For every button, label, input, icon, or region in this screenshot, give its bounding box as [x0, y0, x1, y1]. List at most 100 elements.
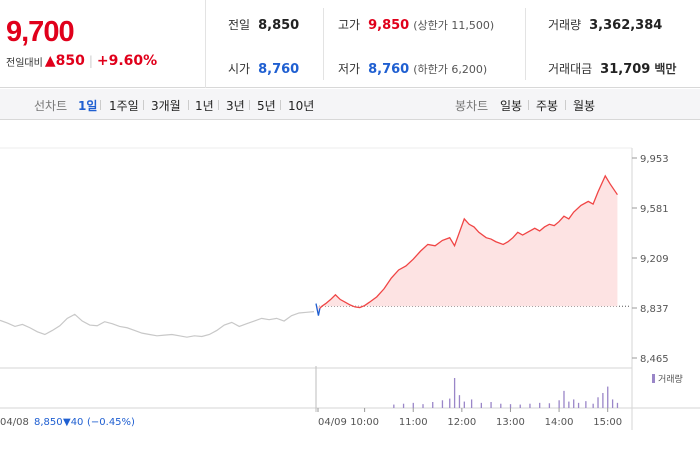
price-box: 9,700 전일대비 ▲ 850 | +9.60% [0, 0, 206, 88]
x-axis: 04/09 10:00 11:00 12:00 13:00 14:00 15:00 04/08… [0, 408, 622, 428]
lower-limit: (하한가 6,200) [413, 63, 488, 76]
volume-bar [585, 401, 587, 408]
period-1y[interactable]: 1년 [195, 99, 214, 113]
volume-bar [573, 399, 575, 408]
y-tick-label: 9,581 [640, 204, 669, 215]
x-tick-label: 10:00 [350, 417, 379, 428]
y-tick-label: 8,465 [640, 354, 669, 365]
high-cell: 고가 9,850 (상한가 11,500) [338, 16, 494, 33]
divider [100, 100, 101, 110]
change-percent: +9.60% [96, 53, 158, 69]
volume-bar [519, 404, 521, 408]
period-1w[interactable]: 1주일 [109, 99, 139, 113]
today-dip-line [315, 303, 321, 316]
chart-toolbar: 선차트 1일 1주일 3개월 1년 3년 5년 10년 봉차트 일봉 주봉 월봉 [0, 89, 700, 120]
high-value: 9,850 [368, 18, 410, 33]
line-chart-label: 선차트 [34, 99, 68, 113]
candle-monthly[interactable]: 월봉 [573, 99, 596, 113]
amount-cell: 거래대금 31,709 백만 [548, 60, 676, 77]
volume-bar [563, 390, 565, 408]
volume-bar [509, 404, 512, 408]
prev-day-line [0, 311, 315, 338]
x-tick-label: 14:00 [545, 417, 574, 428]
divider: | [88, 54, 93, 68]
volume-bar [453, 378, 456, 408]
divider [188, 100, 189, 110]
up-arrow-icon: ▲ [44, 53, 56, 69]
prev-close-label: 전일 [228, 18, 251, 32]
prev-close-cell: 전일 8,850 [228, 16, 299, 33]
volume-bar [568, 401, 570, 408]
volume-legend-swatch [652, 374, 655, 383]
high-label: 고가 [338, 18, 361, 32]
period-5y[interactable]: 5년 [257, 99, 276, 113]
volume-bar [402, 403, 405, 408]
volume-bar [458, 395, 461, 408]
today-area-fill [316, 175, 618, 316]
volume-bar [480, 402, 482, 408]
change-value: 850 [55, 53, 85, 69]
volume-bar [500, 403, 502, 408]
volume-bar [463, 401, 465, 408]
today-line [319, 174, 618, 309]
amount-value: 31,709 [600, 62, 651, 77]
volume-bar [548, 403, 551, 408]
open-value: 8,760 [258, 62, 300, 77]
low-value: 8,760 [368, 62, 410, 77]
period-10y[interactable]: 10년 [288, 99, 315, 113]
y-axis: 9,953 9,581 9,209 8,837 8,465 [632, 154, 669, 365]
divider [528, 100, 529, 110]
low-cell: 저가 8,760 (하한가 6,200) [338, 60, 487, 77]
y-tick-label: 9,209 [640, 254, 669, 265]
volume-bar [441, 400, 444, 408]
prev-day-change: ▼40 [63, 417, 83, 428]
x-tick-label: 12:00 [447, 417, 476, 428]
volume-legend-label: 거래량 [658, 373, 683, 385]
divider [143, 100, 144, 110]
change-row: 전일대비 ▲ 850 | +9.60% [6, 53, 157, 69]
low-label: 저가 [338, 62, 361, 76]
x-tick-label: 15:00 [593, 417, 622, 428]
open-cell: 시가 8,760 [228, 60, 299, 77]
period-3y[interactable]: 3년 [226, 99, 245, 113]
volume-bar [412, 402, 414, 408]
volume-bar [597, 397, 599, 408]
volume-bar [490, 402, 492, 408]
volume-bar [558, 400, 560, 408]
divider [323, 8, 324, 80]
open-label: 시가 [228, 62, 251, 76]
change-label: 전일대비 [6, 57, 43, 69]
x-tick-label: 11:00 [399, 417, 428, 428]
candle-weekly[interactable]: 주봉 [536, 99, 559, 113]
divider [218, 100, 219, 110]
volume-panel: 거래량 [393, 373, 683, 408]
period-1d[interactable]: 1일 [78, 99, 98, 113]
divider [565, 100, 566, 110]
volume-bar [611, 399, 614, 408]
x-tick-label: 04/09 [318, 417, 347, 428]
price-chart: 9,953 9,581 9,209 8,837 8,465 거래량 04/09 10:00… [0, 147, 700, 430]
amount-label: 거래대금 [548, 62, 593, 76]
volume-bar [539, 402, 541, 408]
volume-bar [393, 404, 395, 408]
prev-day-change-pct: (−0.45%) [87, 417, 135, 428]
prev-day-date: 04/08 [0, 417, 29, 428]
y-tick-label: 9,953 [640, 154, 669, 165]
volume-bar [529, 403, 531, 408]
volume-bar [616, 402, 619, 408]
prev-day-series [0, 311, 315, 338]
today-series [315, 174, 618, 316]
amount-unit: 백만 [654, 62, 677, 76]
candle-chart-label: 봉차트 [455, 99, 489, 113]
period-3m[interactable]: 3개월 [151, 99, 181, 113]
volume-bar [449, 398, 451, 408]
candle-daily[interactable]: 일봉 [500, 99, 523, 113]
quote-header: 9,700 전일대비 ▲ 850 | +9.60% 전일 8,850 고가 9,… [0, 0, 700, 88]
volume-bar [592, 403, 594, 408]
volume-cell: 거래량 3,362,384 [548, 16, 662, 33]
prev-day-close: 8,850 [34, 417, 63, 428]
volume-bar [602, 393, 604, 408]
y-tick-label: 8,837 [640, 304, 669, 315]
volume-bar [470, 399, 473, 408]
volume-bar [607, 386, 609, 408]
